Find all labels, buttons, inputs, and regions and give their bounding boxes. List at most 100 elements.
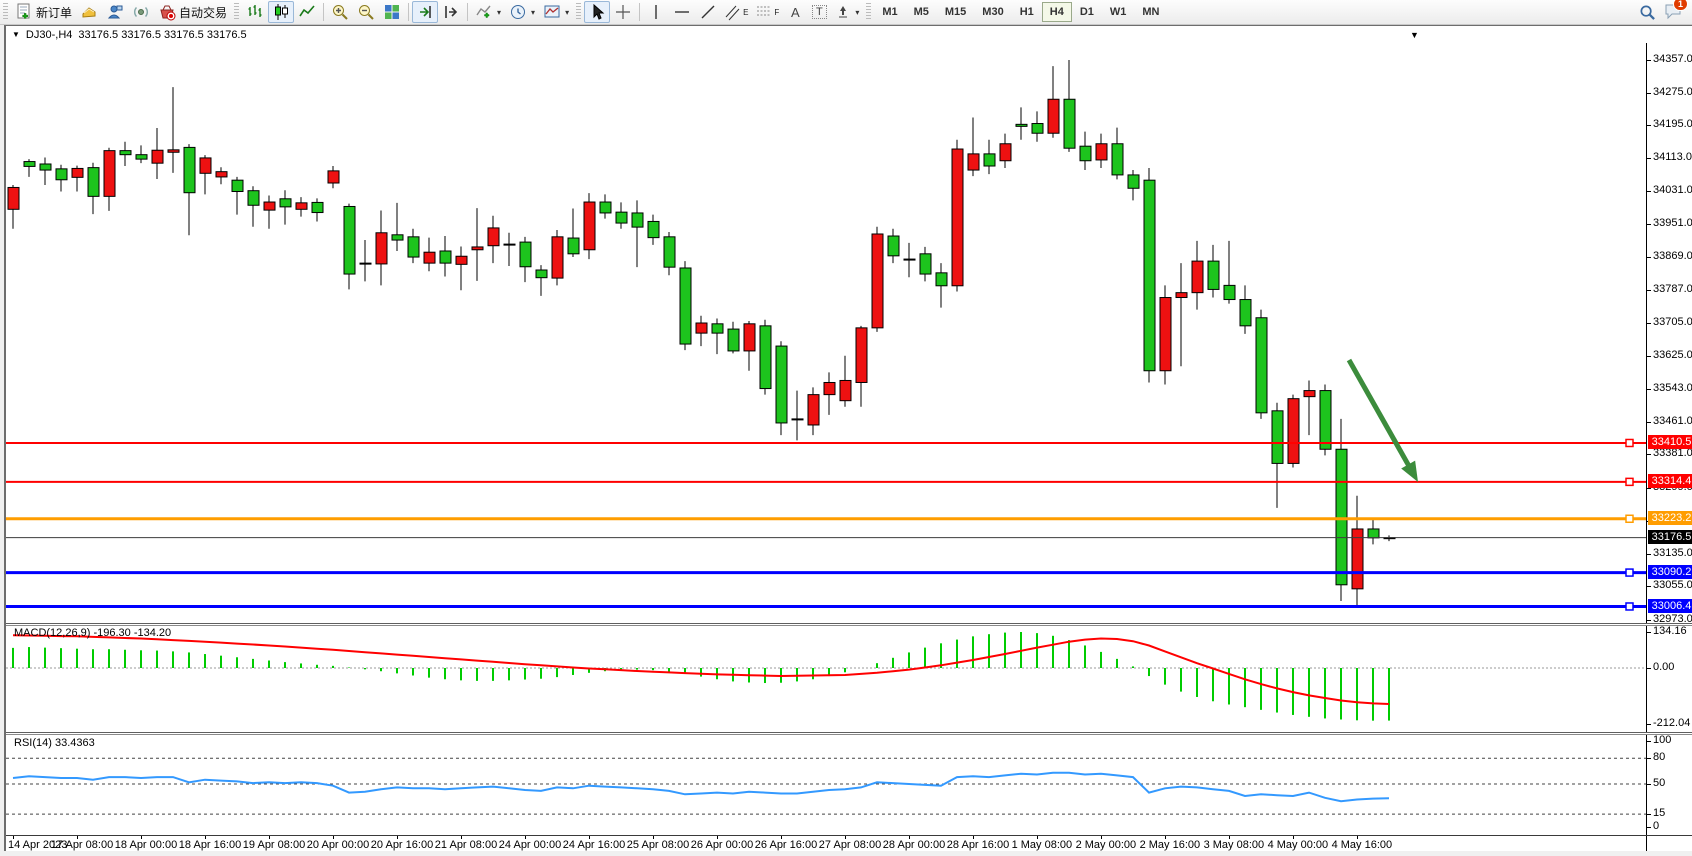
timeframe-button-h1[interactable]: H1 (1019, 6, 1034, 18)
candle-body (327, 170, 340, 184)
macd-panel (6, 632, 1646, 721)
text-label-button[interactable]: T (807, 1, 831, 23)
candle-body (183, 146, 196, 194)
timeframe-button-m1[interactable]: M1 (882, 6, 898, 18)
chart-line-button[interactable] (294, 1, 320, 23)
candle-body (903, 258, 916, 261)
axis-tickmark (1646, 741, 1651, 742)
chart-shift-button[interactable] (438, 1, 464, 23)
trendline-icon (701, 5, 715, 19)
search-icon[interactable] (1639, 4, 1656, 21)
zoom-out-button[interactable] (353, 1, 379, 23)
indicators-button[interactable]: ▾ (471, 1, 505, 23)
candle-body (935, 272, 948, 287)
line-handle[interactable] (1625, 477, 1634, 487)
autotrading-button[interactable]: 自动交易 (154, 1, 231, 23)
candle-body (1223, 284, 1236, 301)
candle-body (791, 418, 804, 421)
zoom-in-button[interactable] (327, 1, 353, 23)
date-tickmark (973, 835, 974, 839)
candle-body (343, 205, 356, 275)
date-axis-border (6, 835, 1692, 836)
price-axis-tick: 33135.0 (1653, 547, 1692, 559)
candle-body (7, 186, 20, 210)
candle-body (1207, 260, 1220, 290)
trendline-button[interactable] (695, 1, 721, 23)
chart-dropdown-arrow-icon[interactable]: ▼ (1410, 30, 1419, 40)
price-axis-tick: 34031.0 (1653, 184, 1692, 196)
toolbar-grip[interactable] (576, 3, 582, 21)
timeframe-button-m30[interactable]: M30 (982, 6, 1004, 18)
line-handle[interactable] (1625, 438, 1634, 448)
macd-axis-tick: 0.00 (1653, 661, 1675, 673)
timeframe-button-w1[interactable]: W1 (1109, 6, 1127, 18)
crosshair-button[interactable] (610, 1, 636, 23)
line-handle[interactable] (1625, 514, 1634, 524)
date-axis-label: 4 May 16:00 (1331, 839, 1393, 851)
horizontal-line-button[interactable] (669, 1, 695, 23)
price-axis-tick: 33625.0 (1653, 349, 1692, 361)
chart-bars-button[interactable] (242, 1, 268, 23)
candle-body (871, 233, 884, 329)
axis-tickmark (1646, 224, 1651, 225)
timeframe-button-m15[interactable]: M15 (944, 6, 967, 18)
date-tickmark (653, 835, 654, 839)
panel-splitter[interactable] (6, 623, 1692, 626)
tile-windows-button[interactable] (379, 1, 405, 23)
date-axis-label: 18 Apr 00:00 (114, 839, 178, 851)
date-tickmark (333, 835, 334, 839)
axis-tickmark (1646, 290, 1651, 291)
price-axis-tick: 33381.0 (1653, 447, 1692, 459)
chart-plot[interactable] (6, 26, 1692, 852)
cursor-button[interactable] (584, 1, 611, 23)
vertical-line-button[interactable] (643, 1, 669, 23)
timeframe-button-d1[interactable]: D1 (1079, 6, 1094, 18)
candle-body (1351, 528, 1364, 590)
candle-body (663, 236, 676, 268)
arrows-button[interactable]: ▾ (831, 1, 863, 23)
candle-body (1255, 317, 1268, 414)
chat-button[interactable]: 1 (1664, 0, 1688, 23)
arrows-tool-icon (839, 6, 848, 18)
candle-body (1175, 292, 1188, 299)
new-order-button[interactable]: 新订单 (11, 1, 76, 23)
candle-body (631, 212, 644, 228)
community-button[interactable] (102, 1, 128, 23)
indicators-icon (476, 5, 491, 18)
equidistant-channel-button[interactable]: E (721, 1, 752, 23)
text-button[interactable]: A (783, 1, 807, 23)
toolbar-grip[interactable] (3, 3, 8, 21)
axis-tickmark (1646, 632, 1651, 633)
auto-scroll-button[interactable] (412, 1, 439, 23)
periods-button[interactable]: ▾ (505, 1, 539, 23)
line-handle[interactable] (1625, 602, 1634, 611)
signals-button[interactable] (128, 1, 154, 23)
axis-tickmark (1646, 356, 1651, 357)
chart-candles-button[interactable] (268, 1, 295, 23)
fibo-letter: F (774, 7, 780, 17)
panel-splitter[interactable] (6, 732, 1692, 735)
market-watch-button[interactable] (76, 1, 102, 23)
line-handle[interactable] (1625, 568, 1634, 577)
date-axis-label: 26 Apr 00:00 (690, 839, 754, 851)
date-axis-label: 21 Apr 08:00 (434, 839, 498, 851)
clock-icon (511, 5, 526, 19)
date-axis-label: 3 May 08:00 (1203, 839, 1265, 851)
candle-body (983, 153, 996, 167)
toolbar-grip[interactable] (866, 3, 872, 21)
date-axis-label: 1 May 08:00 (1011, 839, 1073, 851)
price-axis-tick: 33705.0 (1653, 316, 1692, 328)
toolbar-grip[interactable] (234, 3, 240, 21)
title-collapse-icon[interactable]: ▼ (12, 30, 20, 39)
price-axis-tick: 33951.0 (1653, 217, 1692, 229)
candle-body (599, 201, 612, 214)
templates-button[interactable]: ▾ (539, 1, 573, 23)
fibonacci-button[interactable]: F (752, 1, 783, 23)
timeframe-button-m5[interactable]: M5 (913, 6, 929, 18)
date-axis-label: 25 Apr 08:00 (626, 839, 690, 851)
timeframe-button-h4[interactable]: H4 (1041, 2, 1072, 22)
arrow-line[interactable] (1346, 358, 1414, 472)
timeframe-button-mn[interactable]: MN (1142, 6, 1160, 18)
candle-body (23, 161, 36, 167)
dropdown-caret-icon: ▾ (855, 7, 860, 17)
